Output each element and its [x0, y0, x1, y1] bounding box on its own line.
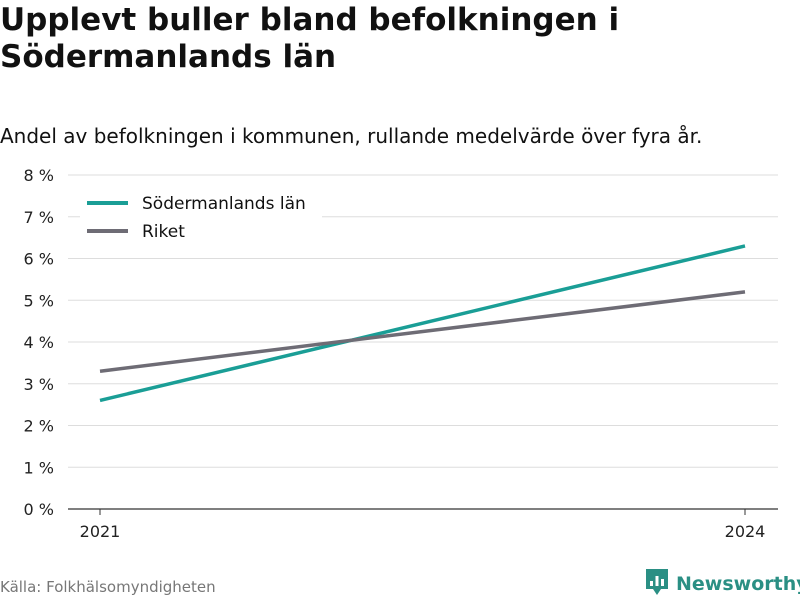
y-tick-label: 1 % — [24, 458, 54, 477]
line-chart: 0 % 1 % 2 % 3 % 4 % 5 % 6 % 7 % 8 % 2021 2024 Söder… — [24, 166, 778, 541]
legend-label: Södermanlands län — [142, 194, 306, 214]
y-tick-label: 8 % — [24, 166, 54, 185]
x-tick-label: 2021 — [80, 522, 121, 541]
y-tick-label: 0 % — [24, 500, 54, 519]
newsworthy-logo: Newsworthy — [644, 569, 800, 599]
y-tick-label: 6 % — [24, 250, 54, 269]
newsworthy-logo-icon — [644, 567, 670, 601]
series-line — [99, 290, 746, 373]
y-tick-label: 7 % — [24, 208, 54, 227]
legend-label: Riket — [142, 222, 185, 242]
y-tick-label: 3 % — [24, 375, 54, 394]
source-note: Källa: Folkhälsomyndigheten — [0, 578, 216, 596]
series-line — [99, 244, 746, 403]
brand-name: Newsworthy — [676, 573, 800, 595]
y-tick-label: 5 % — [24, 291, 54, 310]
y-tick-label: 4 % — [24, 333, 54, 352]
chart-title: Upplevt buller bland befolkningen i Söde… — [0, 2, 620, 75]
x-tick-label: 2024 — [725, 522, 766, 541]
chart-subtitle: Andel av befolkningen i kommunen, rullan… — [0, 124, 703, 148]
legend-box — [80, 188, 322, 246]
y-tick-label: 2 % — [24, 417, 54, 436]
